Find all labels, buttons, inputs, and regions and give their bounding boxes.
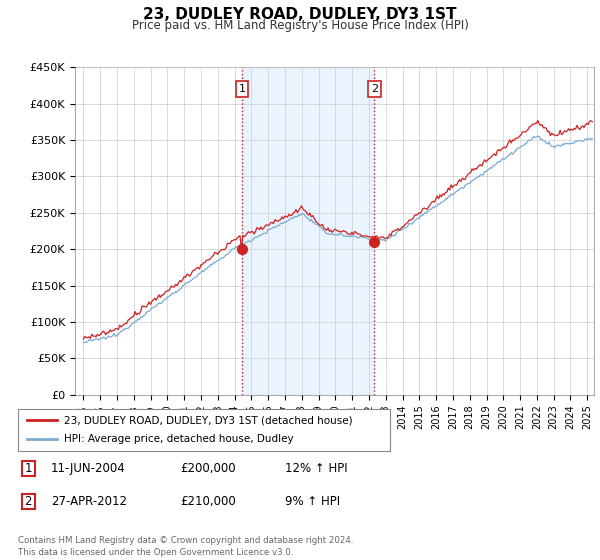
Text: 11-JUN-2004: 11-JUN-2004 bbox=[51, 462, 126, 475]
Bar bbox=[242, 67, 374, 395]
Text: 2: 2 bbox=[371, 84, 378, 94]
Text: Contains HM Land Registry data © Crown copyright and database right 2024.
This d: Contains HM Land Registry data © Crown c… bbox=[18, 536, 353, 557]
Text: 9% ↑ HPI: 9% ↑ HPI bbox=[285, 494, 340, 508]
Text: 27-APR-2012: 27-APR-2012 bbox=[51, 494, 127, 508]
Text: HPI: Average price, detached house, Dudley: HPI: Average price, detached house, Dudl… bbox=[65, 435, 294, 445]
Text: 12% ↑ HPI: 12% ↑ HPI bbox=[285, 462, 347, 475]
Text: 23, DUDLEY ROAD, DUDLEY, DY3 1ST: 23, DUDLEY ROAD, DUDLEY, DY3 1ST bbox=[143, 7, 457, 22]
Text: 23, DUDLEY ROAD, DUDLEY, DY3 1ST (detached house): 23, DUDLEY ROAD, DUDLEY, DY3 1ST (detach… bbox=[65, 415, 353, 425]
Text: £200,000: £200,000 bbox=[180, 462, 236, 475]
Text: Price paid vs. HM Land Registry's House Price Index (HPI): Price paid vs. HM Land Registry's House … bbox=[131, 19, 469, 32]
Text: 2: 2 bbox=[25, 494, 32, 508]
Text: £210,000: £210,000 bbox=[180, 494, 236, 508]
Text: 1: 1 bbox=[25, 462, 32, 475]
Text: 1: 1 bbox=[238, 84, 245, 94]
